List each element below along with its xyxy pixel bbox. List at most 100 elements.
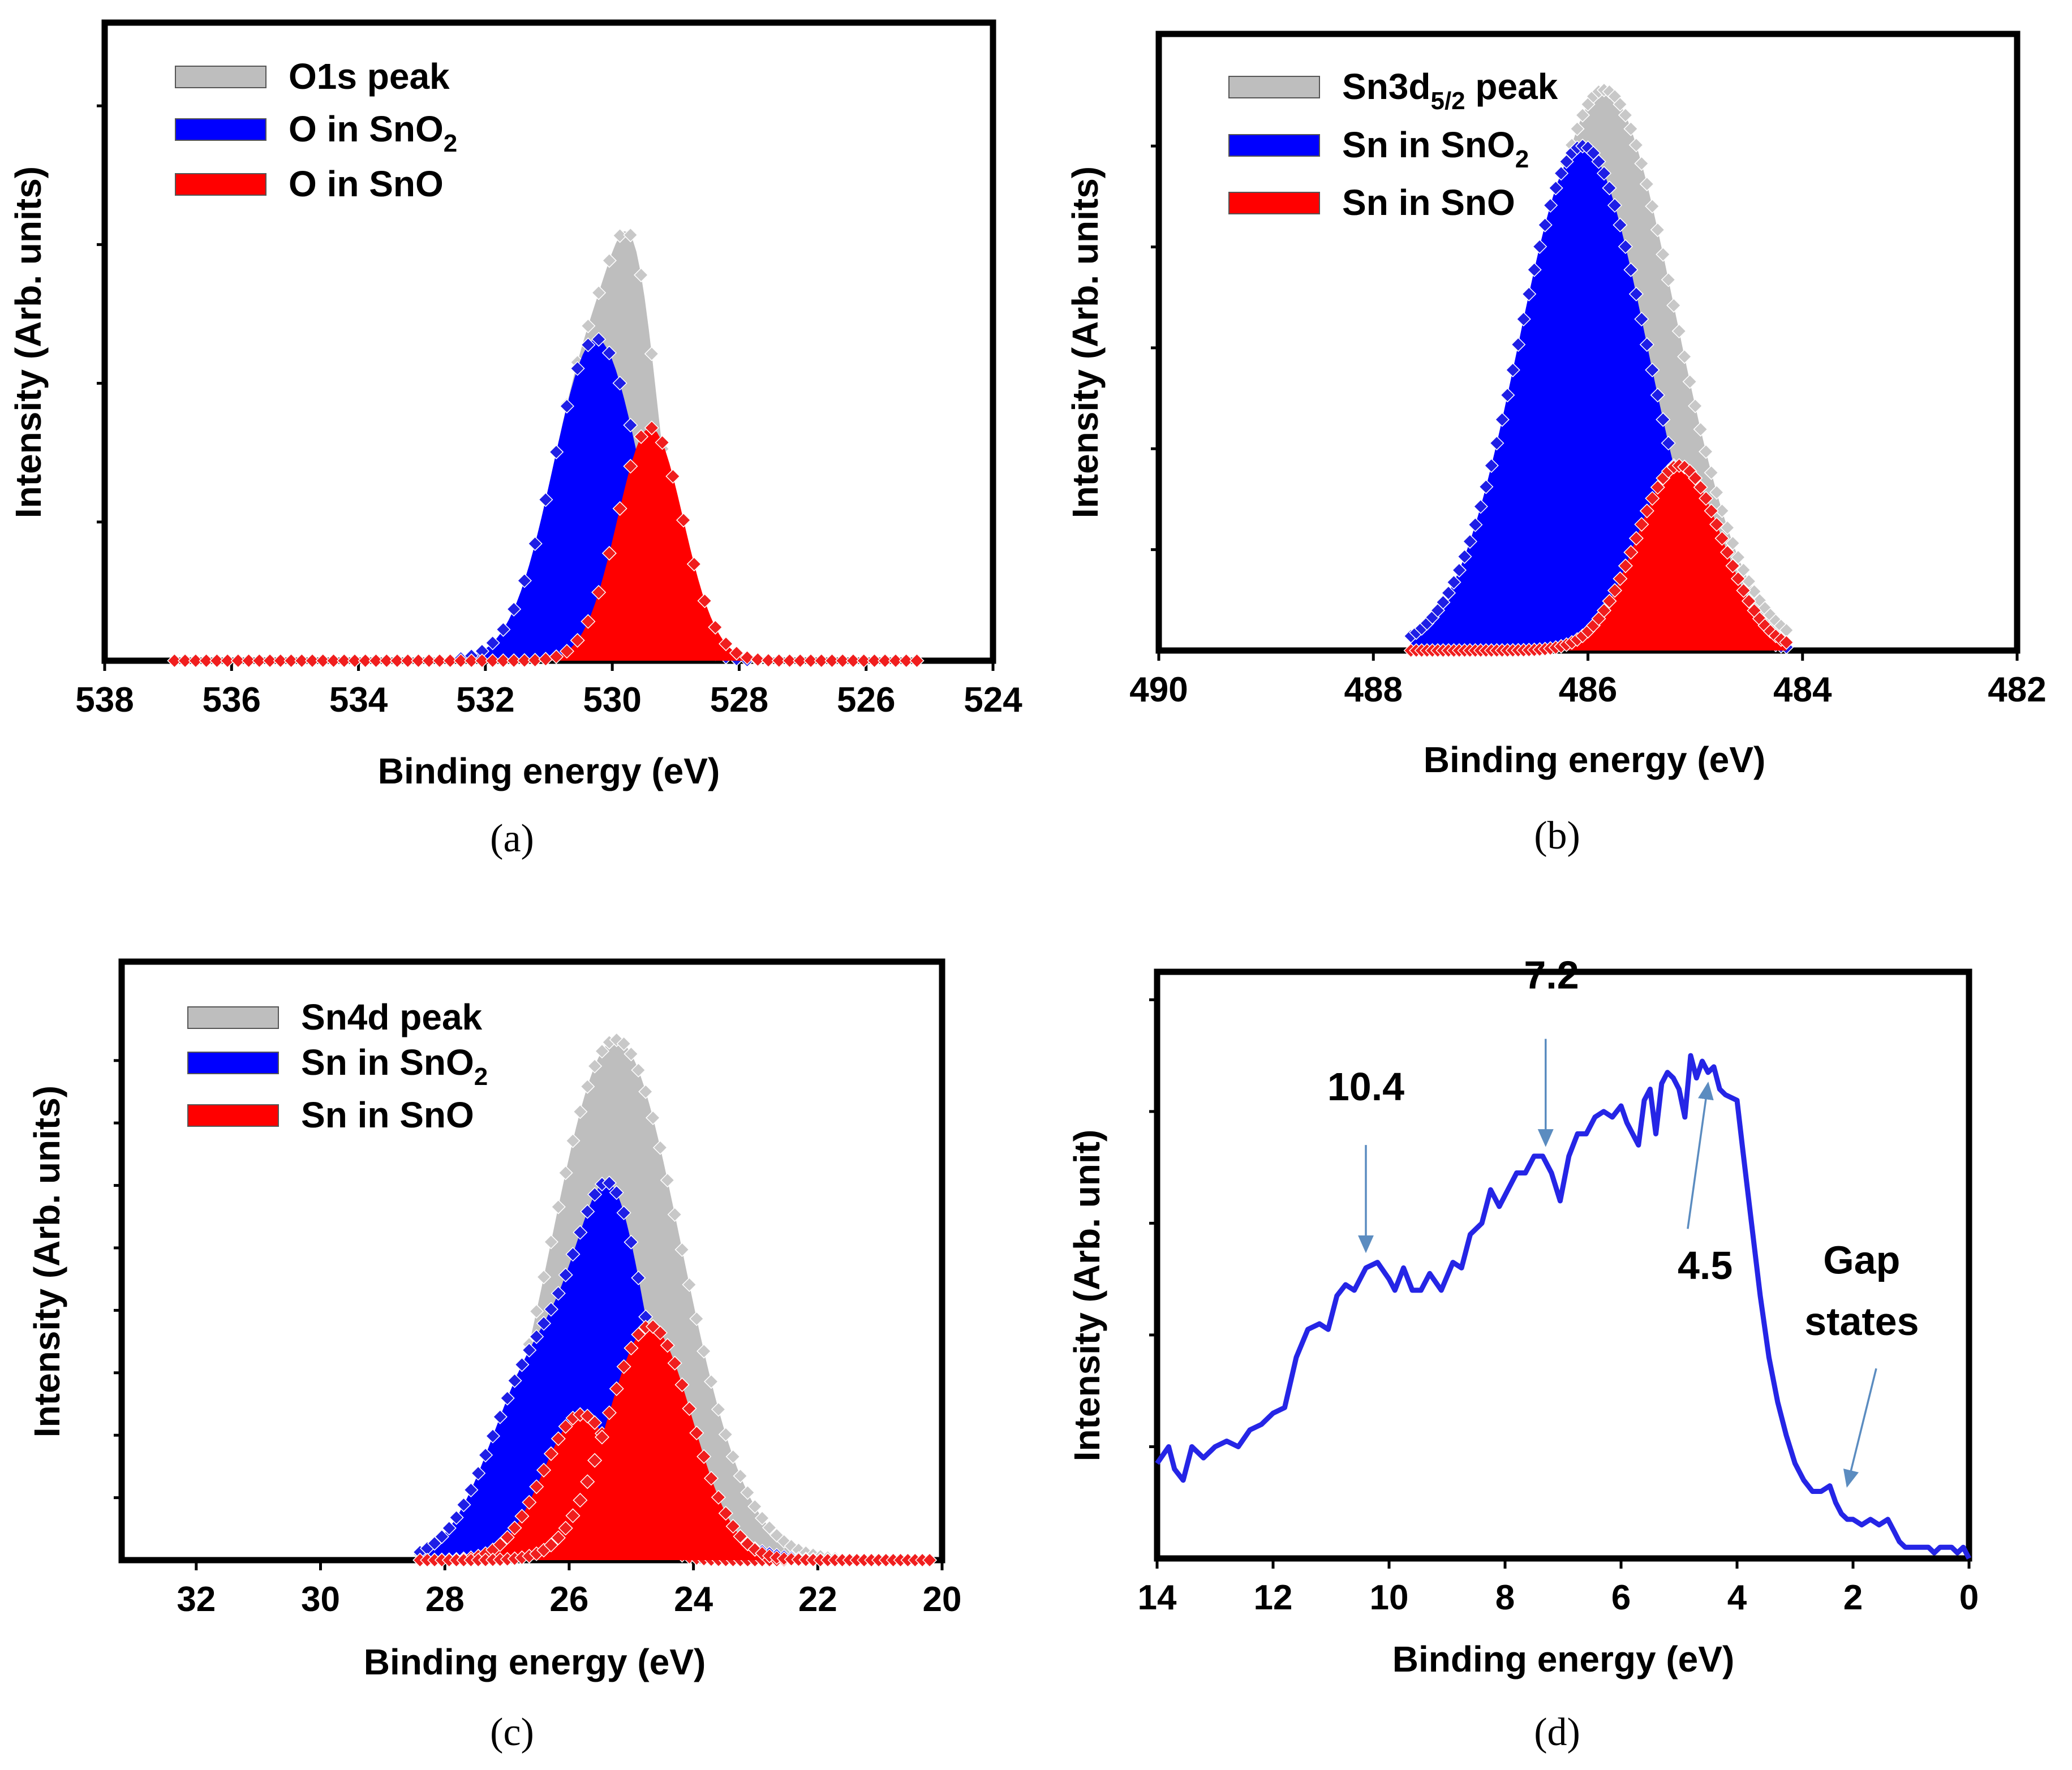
data-point <box>725 1449 741 1465</box>
data-point <box>1613 571 1628 587</box>
data-point <box>1661 272 1676 287</box>
data-point <box>538 492 553 507</box>
data-point <box>708 619 723 635</box>
data-point <box>580 1204 595 1219</box>
data-point <box>1618 239 1633 254</box>
data-point <box>1671 324 1687 339</box>
panel-caption: (a) <box>490 817 534 860</box>
data-point <box>1596 603 1612 618</box>
data-point <box>725 1519 741 1534</box>
data-point <box>667 1355 682 1371</box>
legend-item: O in SnO2 <box>175 109 457 157</box>
data-point <box>1661 436 1676 451</box>
data-point <box>1650 480 1665 495</box>
x-tick-label: 524 <box>964 681 1022 720</box>
data-point <box>1725 536 1740 551</box>
data-point <box>485 1428 501 1444</box>
x-axis-label: Binding energy (eV) <box>378 751 720 791</box>
data-point <box>660 1173 675 1188</box>
data-point <box>199 653 214 669</box>
data-point <box>760 653 776 668</box>
data-point <box>581 614 596 629</box>
data-point <box>1446 575 1461 590</box>
panel-a: 538 536 534 532 530 528 526 524 Binding energy (… <box>8 19 1022 860</box>
x-axis-label: Binding energy (eV) <box>1392 1639 1735 1679</box>
x-tick-label: 24 <box>674 1580 713 1619</box>
data-point <box>496 653 511 669</box>
data-point <box>474 653 489 669</box>
annotation: Gap <box>1823 1238 1900 1282</box>
legend-label: O in SnO <box>289 163 444 204</box>
data-point <box>400 653 415 669</box>
data-point <box>389 653 405 669</box>
x-tick-label: 484 <box>1773 670 1832 709</box>
legend-swatch <box>187 1006 279 1029</box>
data-point <box>1666 298 1682 313</box>
data-point <box>570 633 585 648</box>
annotation: 10.4 <box>1327 1065 1404 1254</box>
data-point <box>1650 222 1665 238</box>
panel-c: 32 30 28 26 24 22 20 Binding energy (eV) Intensi… <box>27 958 961 1754</box>
data-point <box>623 227 638 243</box>
data-point <box>733 1528 748 1544</box>
data-point <box>1704 465 1719 480</box>
data-point <box>750 652 766 667</box>
data-point <box>1618 107 1633 123</box>
data-point <box>449 1510 464 1525</box>
data-point <box>456 1497 471 1513</box>
data-point <box>652 1140 668 1155</box>
data-point <box>835 653 850 669</box>
legend-label: Sn3d5/2 peak <box>1342 66 1558 115</box>
data-point <box>527 536 543 552</box>
data-point <box>315 653 330 669</box>
data-point <box>517 653 532 668</box>
data-point <box>543 1446 558 1461</box>
data-point <box>1602 593 1617 609</box>
x-tick-label: 534 <box>329 681 388 720</box>
data-point <box>824 653 840 669</box>
data-point <box>755 1545 770 1561</box>
data-point <box>1462 534 1477 549</box>
data-point <box>1527 262 1542 277</box>
data-point <box>1634 156 1649 171</box>
data-point <box>1441 585 1456 601</box>
data-point <box>422 653 437 669</box>
data-point <box>485 635 500 651</box>
data-point <box>612 501 627 516</box>
annotation-label: Gap <box>1823 1238 1900 1282</box>
panel-caption: (b) <box>1534 814 1580 858</box>
series-area-3 <box>420 1326 930 1560</box>
data-point <box>845 653 861 669</box>
x-axis-label: Binding energy (eV) <box>364 1642 706 1682</box>
data-point <box>594 1429 610 1445</box>
data-point <box>558 1267 573 1282</box>
data-point <box>1591 154 1606 169</box>
legend-swatch <box>1228 192 1320 214</box>
data-point <box>1719 545 1735 560</box>
data-point <box>522 1342 537 1358</box>
data-point <box>740 1485 755 1500</box>
panel-b: 490 488 486 484 482 Binding energy (eV) Intens… <box>1065 31 2047 858</box>
data-point <box>543 1538 558 1553</box>
data-point <box>652 1325 668 1341</box>
data-point <box>368 653 384 669</box>
data-point <box>616 1036 631 1052</box>
data-point <box>624 1047 639 1062</box>
data-point <box>1468 517 1483 532</box>
data-point <box>536 1269 552 1285</box>
legend-swatch <box>175 118 266 141</box>
data-point <box>888 653 904 669</box>
data-point <box>500 1530 515 1545</box>
data-point <box>529 1329 544 1344</box>
data-point <box>601 253 617 268</box>
data-point <box>587 1187 603 1202</box>
data-point <box>1693 480 1708 495</box>
data-point <box>1548 180 1563 196</box>
data-point <box>591 585 607 600</box>
x-tick-label: 14 <box>1138 1578 1177 1617</box>
data-point <box>697 593 712 609</box>
data-point <box>432 653 448 669</box>
legend-label: Sn in SnO2 <box>301 1042 488 1091</box>
data-point <box>1435 595 1451 610</box>
data-point <box>697 1343 712 1359</box>
